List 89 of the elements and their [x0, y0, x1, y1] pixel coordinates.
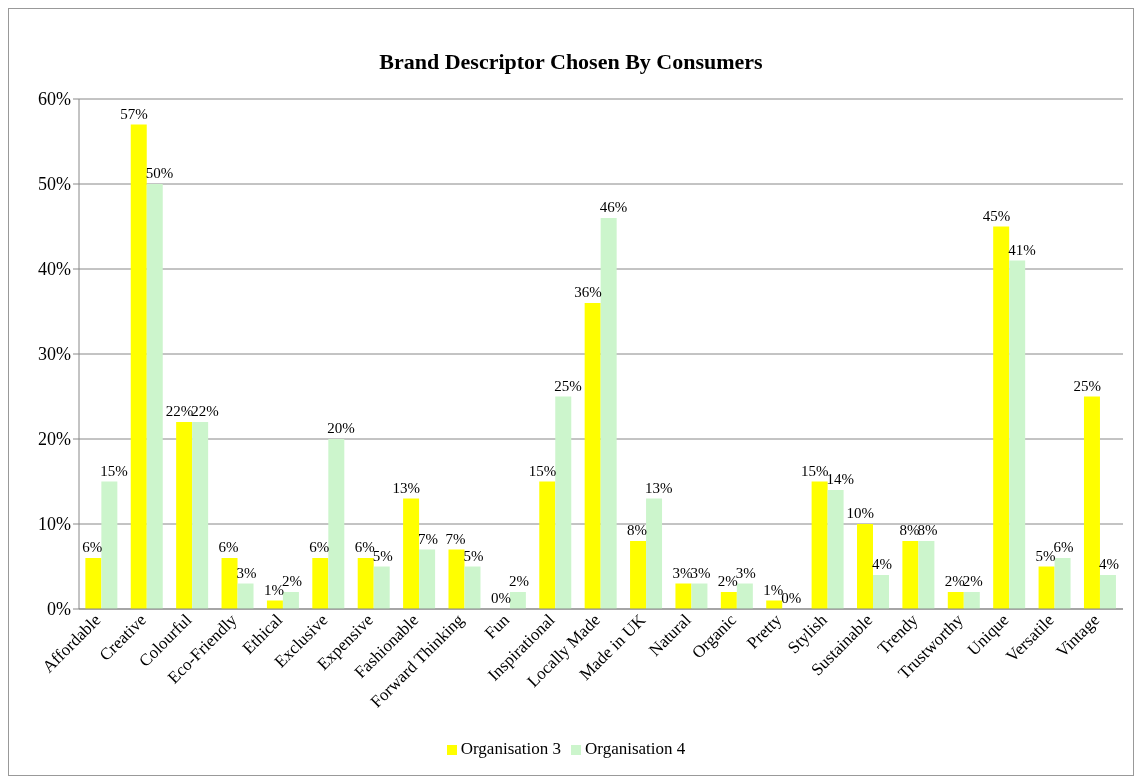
bar — [101, 481, 118, 609]
bar — [947, 592, 964, 609]
bar — [509, 592, 526, 609]
bar — [130, 124, 147, 609]
bar — [1009, 260, 1026, 609]
bar — [448, 549, 465, 609]
bar — [1038, 566, 1055, 609]
bar — [146, 184, 163, 609]
bar — [993, 226, 1010, 609]
bar — [720, 592, 737, 609]
bar — [555, 396, 572, 609]
data-label: 46% — [599, 199, 628, 215]
bar — [221, 558, 238, 609]
bar — [963, 592, 980, 609]
data-label: 2% — [281, 573, 302, 589]
data-label: 2% — [962, 573, 983, 589]
bar — [403, 498, 420, 609]
bar — [630, 541, 647, 609]
y-tick-label: 30% — [38, 344, 71, 365]
data-label: 25% — [554, 377, 582, 394]
data-label: 6% — [1053, 539, 1074, 555]
data-label: 6% — [309, 539, 330, 555]
data-label: 1% — [263, 581, 284, 598]
bar — [464, 566, 481, 609]
data-label: 3% — [690, 564, 711, 581]
bar — [646, 498, 663, 609]
data-label: 2% — [944, 573, 965, 589]
data-label: 3% — [236, 564, 257, 581]
y-tick-label: 40% — [38, 259, 71, 280]
bar — [85, 558, 102, 609]
bar — [902, 541, 919, 609]
bar — [1083, 396, 1100, 609]
bar — [691, 583, 708, 609]
data-label: 2% — [508, 573, 529, 589]
data-label: 15% — [100, 462, 128, 479]
bar — [419, 549, 436, 609]
legend-label: Organisation 4 — [585, 739, 686, 758]
data-label: 3% — [735, 564, 756, 581]
bar — [1099, 575, 1116, 609]
data-label: 45% — [982, 207, 1011, 224]
data-label: 7% — [418, 530, 439, 547]
bar — [584, 303, 601, 609]
data-label: 6% — [218, 539, 239, 555]
bar — [600, 218, 617, 609]
data-label: 6% — [82, 539, 103, 555]
data-label: 2% — [717, 573, 738, 589]
data-label: 8% — [899, 522, 920, 538]
bar — [312, 558, 329, 609]
bar — [857, 524, 874, 609]
y-tick-label: 60% — [38, 89, 71, 110]
data-label: 8% — [917, 522, 938, 538]
y-tick-label: 0% — [47, 599, 71, 620]
bar — [675, 583, 692, 609]
bar — [357, 558, 374, 609]
y-tick-label: 10% — [38, 514, 71, 535]
bar — [373, 566, 390, 609]
bar — [328, 439, 345, 609]
data-label: 15% — [801, 462, 829, 479]
bar — [539, 481, 556, 609]
data-label: 22% — [191, 403, 219, 419]
y-tick-label: 50% — [38, 174, 71, 195]
data-label: 36% — [574, 284, 602, 300]
bar — [918, 541, 935, 609]
data-label: 13% — [645, 479, 673, 496]
data-label: 0% — [490, 589, 511, 606]
data-label: 8% — [627, 522, 648, 538]
data-label: 57% — [120, 105, 148, 122]
bar — [873, 575, 890, 609]
data-label: 7% — [445, 530, 466, 547]
bar — [237, 583, 254, 609]
data-label: 25% — [1073, 377, 1101, 394]
legend-label: Organisation 3 — [460, 739, 561, 758]
data-label: 3% — [672, 564, 693, 581]
data-label: 22% — [165, 403, 194, 419]
bar — [827, 490, 844, 609]
data-label: 10% — [846, 505, 875, 521]
data-label: 6% — [354, 539, 375, 555]
bar — [192, 422, 209, 609]
data-label: 13% — [392, 479, 421, 496]
bar — [811, 481, 828, 609]
bar — [1054, 558, 1071, 609]
y-tick-label: 20% — [38, 429, 71, 450]
chart-title: Brand Descriptor Chosen By Consumers — [378, 48, 764, 76]
bar — [282, 592, 299, 609]
data-label: 15% — [528, 462, 557, 479]
bar — [736, 583, 753, 609]
data-label: 20% — [327, 420, 355, 436]
data-label: 5% — [463, 547, 484, 564]
bar — [176, 422, 193, 609]
